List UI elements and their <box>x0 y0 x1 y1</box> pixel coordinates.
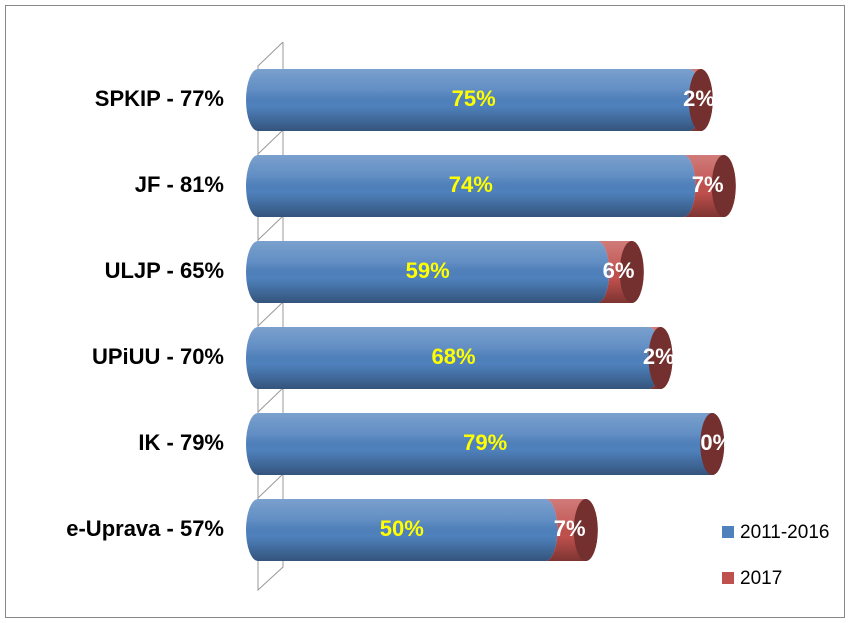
bar-shade <box>246 241 610 303</box>
data-label: 50% <box>380 516 424 541</box>
bar-cap <box>700 413 725 475</box>
bar-shade <box>246 155 696 217</box>
data-label: 6% <box>603 258 635 283</box>
y-tick-label: IK - 79% <box>138 430 224 455</box>
legend-swatch <box>722 526 734 538</box>
data-label: 7% <box>692 172 724 197</box>
data-label: 2% <box>643 344 675 369</box>
data-label: 0% <box>700 430 732 455</box>
y-tick-label: ULJP - 65% <box>105 258 224 283</box>
legend-label: 2017 <box>740 568 782 589</box>
data-label: 68% <box>431 344 475 369</box>
data-label: 74% <box>449 172 493 197</box>
bar-cap <box>688 69 713 131</box>
y-tick-label: UPiUU - 70% <box>92 344 224 369</box>
bar-cap <box>711 155 736 217</box>
y-tick-label: JF - 81% <box>135 172 224 197</box>
bar-shade <box>246 413 725 475</box>
data-label: 75% <box>452 86 496 111</box>
data-label: 59% <box>406 258 450 283</box>
bar-cap <box>619 241 644 303</box>
y-tick-label: SPKIP - 77% <box>95 86 224 111</box>
legend-label: 2011-2016 <box>740 522 829 543</box>
data-label: 7% <box>554 516 586 541</box>
legend-swatch <box>722 572 734 584</box>
data-label: 79% <box>463 430 507 455</box>
axis-wall <box>257 41 284 592</box>
bar-shade <box>246 327 661 389</box>
bar-shade <box>246 499 558 561</box>
bar-shade <box>246 69 702 131</box>
bar-cap <box>648 327 673 389</box>
y-tick-label: e-Uprava - 57% <box>66 516 224 541</box>
data-label: 2% <box>683 86 715 111</box>
bar-cap <box>573 499 598 561</box>
